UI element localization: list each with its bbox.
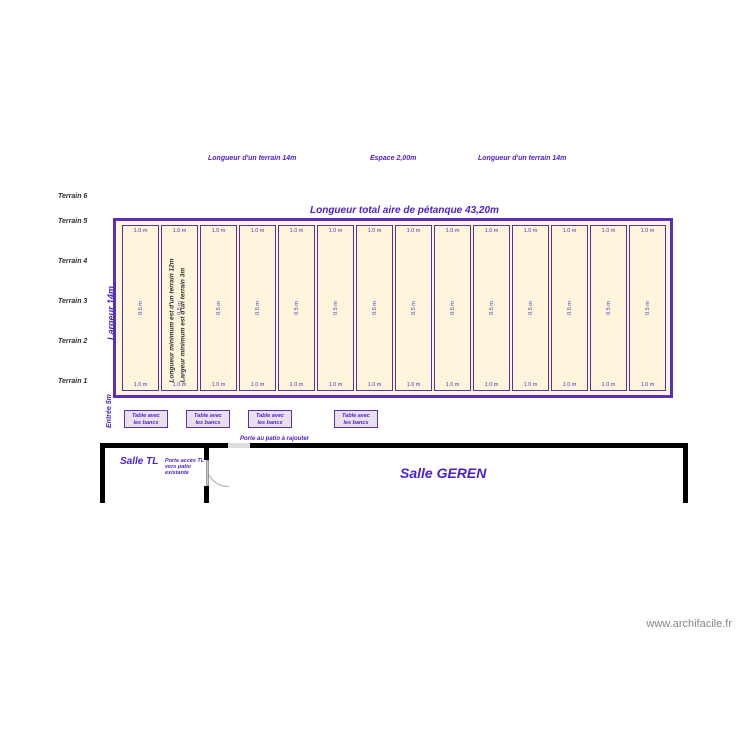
lane-dim-top: 1.0 m [474, 228, 509, 234]
lane-dim-top: 1.0 m [435, 228, 470, 234]
lane-dim-top: 1.0 m [630, 228, 665, 234]
petanque-lane: 1.0 m 1.0 m 0.5 m [590, 225, 627, 391]
lane-dim-top: 1.0 m [318, 228, 353, 234]
watermark: www.archifacile.fr [646, 618, 732, 630]
lane-note: Largeur minimum est d'un terrain 3m [180, 233, 187, 383]
lane-dim-mid: 0.5 m [645, 301, 651, 315]
lane-dim-bot: 1.0 m [357, 382, 392, 388]
dim-label-center: Espace 2,00m [370, 155, 416, 162]
vlabel-entree: Entrée 5m [106, 394, 113, 428]
terrain-label: Terrain 3 [58, 298, 87, 305]
lane-dim-mid: 0.5 m [372, 301, 378, 315]
lane-dim-top: 1.0 m [513, 228, 548, 234]
petanque-lane: 1.0 m 1.0 m 0.5 m [122, 225, 159, 391]
lane-dim-bot: 1.0 m [240, 382, 275, 388]
porte-note-3: existante [165, 470, 189, 476]
lane-dim-bot: 1.0 m [474, 382, 509, 388]
lane-dim-top: 1.0 m [357, 228, 392, 234]
lane-dim-mid: 0.5 m [606, 301, 612, 315]
lane-dim-top: 1.0 m [552, 228, 587, 234]
lane-dim-top: 1.0 m [201, 228, 236, 234]
lane-dim-mid: 0.5 m [489, 301, 495, 315]
wall-left [100, 443, 105, 503]
lane-dim-mid: 0.5 m [528, 301, 534, 315]
petanque-lane: 1.0 m 1.0 m 0.5 m [512, 225, 549, 391]
lane-dim-top: 1.0 m [279, 228, 314, 234]
salle-tl-label: Salle TL [120, 456, 158, 467]
wall-top-right [250, 443, 688, 448]
lane-dim-bot: 1.0 m [279, 382, 314, 388]
dim-label-right: Longueur d'un terrain 14m [478, 155, 566, 162]
porte-patio-label: Porte au patio à rajouter [240, 436, 309, 442]
terrain-label: Terrain 6 [58, 193, 87, 200]
lane-dim-bot: 1.0 m [435, 382, 470, 388]
lane-dim-mid: 0.5 m [450, 301, 456, 315]
petanque-lane: 1.0 m 1.0 m 0.5 m [434, 225, 471, 391]
dim-label-left: Longueur d'un terrain 14m [208, 155, 296, 162]
lane-dim-mid: 0.5 m [255, 301, 261, 315]
lane-dim-top: 1.0 m [396, 228, 431, 234]
petanque-lane: 1.0 m 1.0 m 0.5 m [239, 225, 276, 391]
table-with-benches: Table avecles bancs [186, 410, 230, 428]
lane-dim-bot: 1.0 m [552, 382, 587, 388]
petanque-lane: 1.0 m 1.0 m 0.5 m [356, 225, 393, 391]
lane-dim-mid: 0.5 m [567, 301, 573, 315]
petanque-lane: 1.0 m 1.0 m 0.5 m [629, 225, 666, 391]
petanque-area: 1.0 m1.0 m0.5 m1.0 m1.0 m0.5 m1.0 m1.0 m… [113, 218, 673, 398]
terrain-label: Terrain 4 [58, 258, 87, 265]
lane-note: Longueur minimum est d'un terrain 12m [169, 233, 176, 383]
petanque-lane: 1.0 m 1.0 m 0.5 m [395, 225, 432, 391]
lane-dim-mid: 0.5 m [294, 301, 300, 315]
petanque-lane: 1.0 m 1.0 m 0.5 m [551, 225, 588, 391]
lane-dim-mid: 0.5 m [411, 301, 417, 315]
salle-geren-label: Salle GEREN [400, 465, 486, 481]
lane-dim-bot: 1.0 m [513, 382, 548, 388]
lane-dim-top: 1.0 m [591, 228, 626, 234]
lane-dim-bot: 1.0 m [396, 382, 431, 388]
lane-dim-bot: 1.0 m [318, 382, 353, 388]
wall-right [683, 443, 688, 503]
lane-dim-bot: 1.0 m [123, 382, 158, 388]
area-title: Longueur total aire de pétanque 43,20m [310, 205, 499, 216]
lane-dim-bot: 1.0 m [630, 382, 665, 388]
terrain-label: Terrain 5 [58, 218, 87, 225]
table-with-benches: Table avecles bancs [334, 410, 378, 428]
patio-door-leaf [228, 443, 250, 448]
petanque-lane: 1.0 m 1.0 m 0.5 m [200, 225, 237, 391]
terrain-label: Terrain 1 [58, 378, 87, 385]
lane-dim-top: 1.0 m [123, 228, 158, 234]
terrain-label: Terrain 2 [58, 338, 87, 345]
lane-dim-bot: 1.0 m [201, 382, 236, 388]
lane-dim-mid: 0.5 m [216, 301, 222, 315]
petanque-lane: 1.0 m 1.0 m 0.5 m [473, 225, 510, 391]
lane-dim-bot: 1.0 m [591, 382, 626, 388]
porte-acces-note: Porte accès TL vers patio existante [165, 458, 215, 476]
wall-divider-bottom [204, 486, 209, 503]
lane-dim-mid: 0.5 m [138, 301, 144, 315]
lane-dim-top: 1.0 m [240, 228, 275, 234]
petanque-lane: 1.0 m 1.0 m 0.5 m [317, 225, 354, 391]
table-with-benches: Table avecles bancs [124, 410, 168, 428]
lane-dim-mid: 0.5 m [333, 301, 339, 315]
petanque-lane: 1.0 m 1.0 m 0.5 m [278, 225, 315, 391]
table-with-benches: Table avecles bancs [248, 410, 292, 428]
lane-dim-bot: 1.0 m [162, 382, 197, 388]
